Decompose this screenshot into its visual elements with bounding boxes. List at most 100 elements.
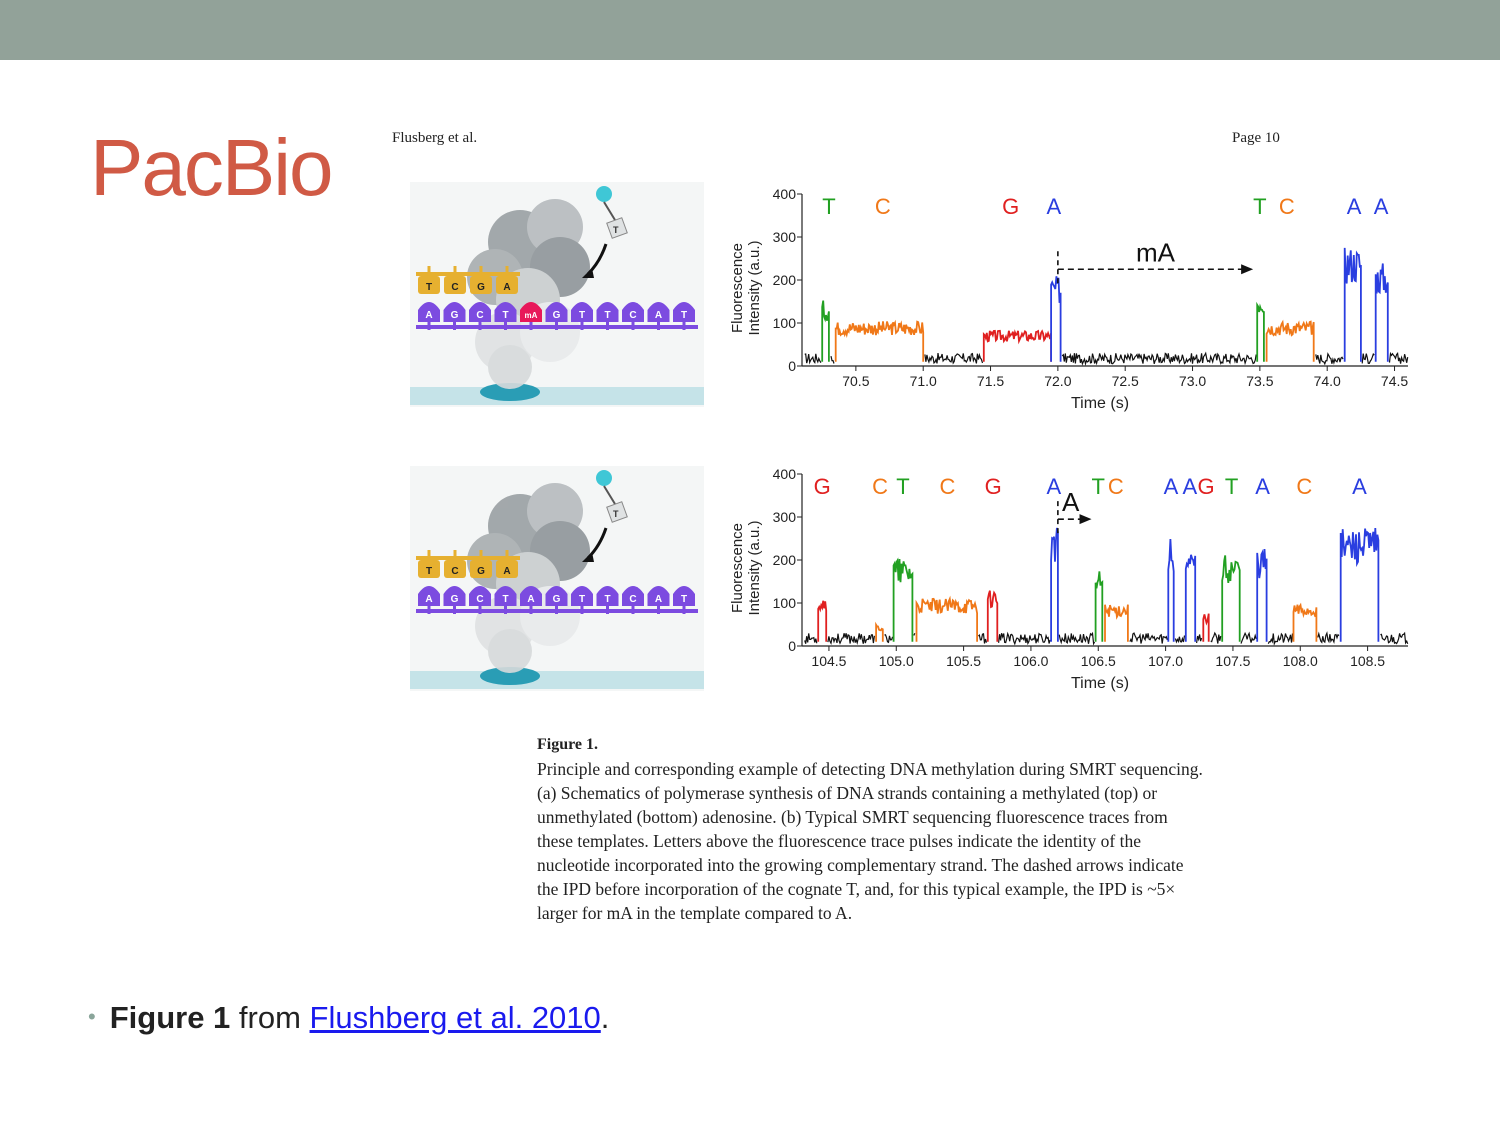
base-call-letter: C: [939, 474, 955, 499]
baseline-trace: [804, 633, 818, 644]
x-tick-label: 108.0: [1283, 653, 1318, 669]
bottom-strand-base: A: [418, 302, 440, 330]
base-letter: A: [425, 594, 432, 605]
x-tick-label: 107.5: [1215, 653, 1250, 669]
baseline-trace: [1267, 632, 1294, 646]
x-tick-label: 105.5: [946, 653, 981, 669]
baseline-trace: [998, 631, 1051, 646]
base-letter: T: [426, 282, 432, 293]
baseline-trace: [913, 632, 916, 636]
slide-bullet: • Figure 1 from Flushberg et al. 2010.: [88, 1000, 609, 1036]
bottom-strand-base: G: [545, 302, 568, 330]
pulse-trace: [875, 621, 884, 642]
bottom-strand-base: A: [647, 302, 670, 330]
caption-line: (a) Schematics of polymerase synthesis o…: [537, 783, 1158, 803]
baseline-trace: [1174, 635, 1186, 644]
y-tick-label: 100: [773, 595, 797, 611]
reference-link[interactable]: Flushberg et al. 2010: [309, 1000, 601, 1035]
base-call-letter: A: [1046, 474, 1061, 499]
pulse-trace: [915, 595, 979, 642]
surface-anchor: [480, 667, 540, 685]
base-letter: A: [425, 310, 432, 321]
base-letter: G: [553, 310, 561, 321]
bottom-strand-base: G: [443, 586, 466, 614]
base-letter: C: [476, 310, 483, 321]
base-call-letter: C: [1108, 474, 1124, 499]
ipd-annotation-label: mA: [1136, 237, 1176, 267]
bullet-period: .: [600, 1000, 610, 1035]
slide-top-bar: [0, 0, 1500, 60]
baseline-trace: [1196, 634, 1203, 644]
pulse-trace: [1184, 554, 1197, 642]
bottom-strand-base: A: [418, 586, 440, 614]
doc-header-page: Page 10: [1232, 130, 1280, 146]
base-call-letter: A: [1164, 474, 1179, 499]
top-strand-base: A: [496, 550, 518, 578]
base-letter: C: [451, 282, 458, 293]
top-strand: [416, 272, 520, 276]
ipd-arrow-head: [1241, 264, 1254, 275]
top-strand-base: A: [496, 266, 518, 294]
incoming-nucleotide: T: [582, 470, 628, 562]
bottom-strand-base: G: [443, 302, 466, 330]
bottom-strand-base: G: [545, 586, 568, 614]
base-call-letter: A: [1182, 474, 1197, 499]
pulse-trace: [1374, 263, 1389, 362]
bullet-text: from: [230, 1000, 310, 1035]
base-letter: G: [451, 594, 459, 605]
base-letter: T: [604, 310, 610, 321]
base-call-letter: C: [872, 474, 888, 499]
base-call-letter: T: [896, 474, 909, 499]
base-letter: C: [451, 566, 458, 577]
bottom-strand-base: A: [520, 586, 542, 614]
x-tick-label: 72.5: [1112, 373, 1139, 389]
pulse-trace: [892, 557, 914, 642]
base-letter: G: [553, 594, 561, 605]
caption-line: Principle and corresponding example of d…: [537, 759, 1203, 779]
base-call-letter: T: [822, 194, 835, 219]
pulse-trace: [1292, 602, 1318, 642]
pulse-trace: [1202, 613, 1210, 642]
base-letter: T: [426, 566, 432, 577]
base-letter: C: [629, 594, 636, 605]
bullet-dot-icon: •: [88, 1003, 96, 1029]
base-letter: A: [655, 594, 662, 605]
baseline-trace: [1129, 632, 1168, 644]
bullet-bold-text: Figure 1: [109, 1000, 231, 1035]
bottom-strand-base: T: [571, 586, 593, 614]
top-strand-base: C: [444, 550, 466, 578]
top-strand-base: T: [418, 550, 440, 578]
x-tick-label: 108.5: [1350, 653, 1385, 669]
caption-line: these templates. Letters above the fluor…: [537, 831, 1141, 851]
figure-caption: Figure 1. Principle and corresponding ex…: [537, 733, 1297, 925]
bottom-strand-base: T: [494, 586, 517, 614]
x-tick-label: 106.5: [1081, 653, 1116, 669]
y-axis-label: FluorescenceIntensity (a.u.): [729, 520, 763, 615]
baseline-trace: [1380, 631, 1409, 645]
top-strand-base: G: [470, 266, 492, 294]
nucleotide-label: T: [613, 509, 619, 519]
baseline-trace: [804, 353, 822, 365]
y-tick-label: 200: [773, 272, 797, 288]
surface-anchor: [480, 383, 540, 401]
baseline-trace: [884, 634, 894, 644]
base-letter: G: [477, 566, 485, 577]
pulse-trace: [1094, 571, 1104, 642]
baseline-trace: [1315, 352, 1344, 366]
base-letter: T: [681, 310, 687, 321]
nucleotide-label: T: [613, 225, 619, 235]
baseline-trace: [977, 632, 988, 644]
bottom-strand-base: A: [647, 586, 670, 614]
surface-bar: [410, 387, 704, 405]
pulse-trace: [1050, 276, 1062, 362]
x-tick-label: 104.5: [811, 653, 846, 669]
polymerase-schematic-b: T T C G A A G C T A G T T C A T: [410, 466, 704, 691]
pulse-trace: [1050, 527, 1059, 642]
base-letter: C: [476, 594, 483, 605]
caption-line: the IPD before incorporation of the cogn…: [537, 879, 1176, 899]
y-tick-label: 400: [773, 466, 797, 482]
x-tick-label: 105.0: [879, 653, 914, 669]
x-tick-label: 72.0: [1044, 373, 1071, 389]
y-tick-label: 100: [773, 315, 797, 331]
